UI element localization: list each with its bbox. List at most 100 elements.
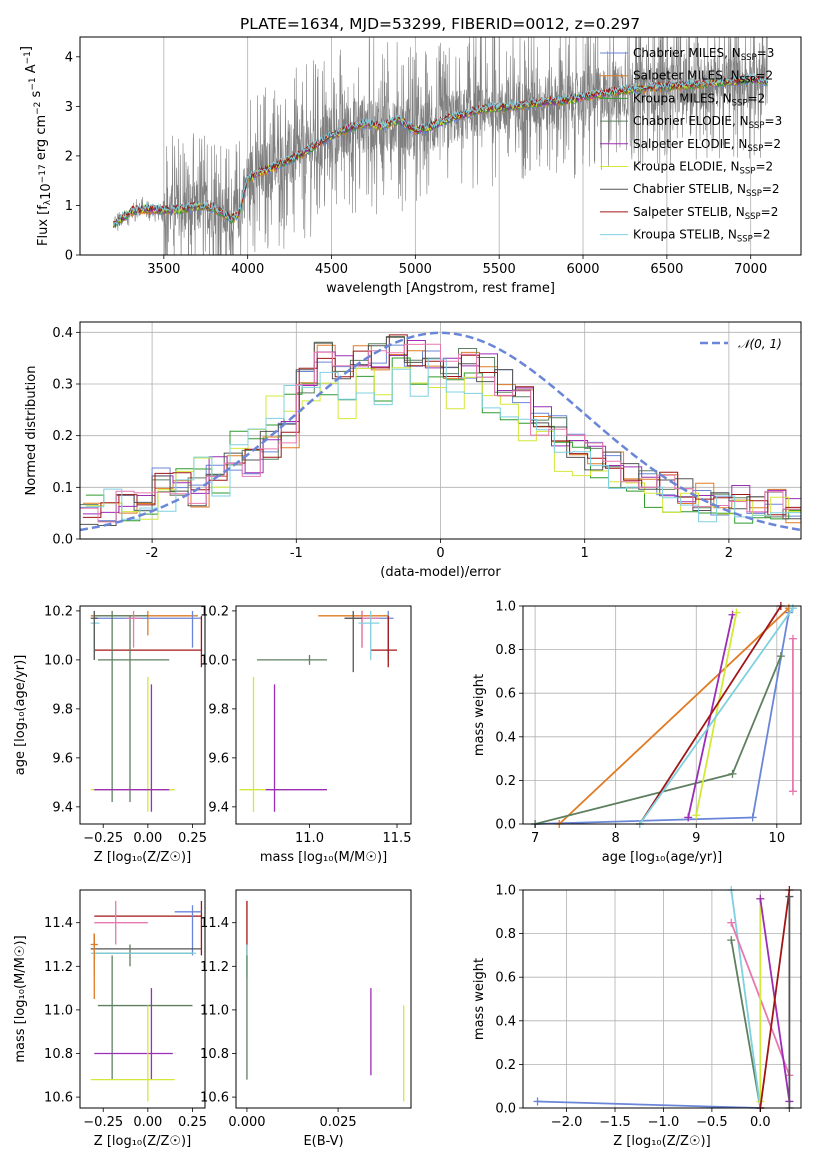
legend-entry: Salpeter STELIB, NSSP=2 — [633, 205, 778, 222]
weight-marker — [533, 1097, 542, 1106]
x-tick-label: −0.5 — [696, 1115, 728, 1130]
y-axis-label: Normed distribution — [24, 366, 39, 496]
y-tick-label: 0.2 — [52, 429, 73, 444]
x-axis-label: Z [log₁₀(Z/Z☉)] — [94, 1134, 191, 1149]
errorbar-9 — [94, 988, 173, 1080]
x-axis-label: E(B-V) — [303, 1134, 343, 1149]
x-tick-label: -2 — [146, 546, 159, 561]
x-tick-label: 0.000 — [228, 1115, 265, 1130]
legend-sub: SSP — [741, 53, 757, 63]
legend-sub: SSP — [740, 167, 756, 177]
x-tick-label: 11.0 — [295, 831, 324, 846]
legend-sub: SSP — [747, 144, 763, 154]
errorbar-6 — [126, 610, 141, 648]
errorbar-7 — [90, 933, 98, 999]
y-axis-label: age [log₁₀(age/yr)] — [13, 655, 28, 776]
x-tick-label: −0.25 — [83, 831, 123, 846]
legend-sub: SSP — [749, 121, 765, 131]
weight-marker — [776, 652, 785, 661]
y-tick-label: 9.8 — [208, 702, 229, 717]
y-tick-label: 0.4 — [52, 326, 73, 341]
legend-entry: Kroupa ELODIE, NSSP=2 — [633, 160, 773, 177]
y-tick-label: 1 — [65, 199, 73, 214]
y-label-part: erg cm — [34, 115, 49, 164]
legend-sub: SSP — [737, 235, 753, 245]
x-tick-label: 4500 — [315, 262, 348, 277]
weight-line-7 — [759, 889, 791, 1109]
x-axis-label: wavelength [Angstrom, rest frame] — [326, 281, 555, 296]
y-tick-label: 0.0 — [52, 533, 73, 548]
errorbar-4 — [257, 654, 327, 665]
legend-sub: SSP — [745, 212, 761, 222]
legend-entry: Salpeter MILES, NSSP=2 — [633, 69, 773, 86]
legend-text: Chabrier ELODIE, N — [633, 114, 749, 128]
weight-marker — [692, 811, 701, 820]
y-tick-label: 2 — [65, 149, 73, 164]
histogram-step-3 — [85, 357, 801, 524]
weight-marker — [788, 787, 797, 796]
histogram-step-2 — [82, 344, 801, 524]
y-tick-label: 1.0 — [495, 600, 516, 615]
y-tick-label: 10.8 — [200, 1047, 229, 1062]
y-tick-label: 0.4 — [495, 1014, 516, 1029]
panel-mass-vs-Z: −0.25 0.00 0.25 10.6 10.8 11.0 11.2 11.4 Z [log₁… — [13, 889, 207, 1149]
y-tick-label: 9.4 — [52, 800, 73, 815]
y-label-part: A — [24, 64, 39, 77]
errorbar-2 — [174, 905, 202, 956]
errorbar-3 — [370, 615, 397, 668]
model-line-5 — [113, 75, 768, 227]
histogram-step-10 — [80, 343, 801, 523]
legend-tail: =2 — [763, 137, 781, 151]
y-axis-label: mass weight — [472, 958, 487, 1040]
legend-tail: =2 — [748, 91, 766, 105]
legend-text: Chabrier STELIB, N — [633, 182, 746, 196]
legend-entry: Chabrier MILES, NSSP=3 — [633, 46, 774, 63]
weight-line-6 — [639, 605, 782, 825]
y-tick-label: 0 — [65, 249, 73, 264]
errorbar-8 — [90, 677, 175, 812]
x-tick-label: 6500 — [650, 262, 683, 277]
x-tick-label: −1.5 — [599, 1115, 631, 1130]
x-tick-label: 5500 — [483, 262, 516, 277]
panel-age-vs-Z: −0.25 0.00 0.25 9.4 9.6 9.8 10.0 10.2 Z [log₁₀(Z… — [13, 604, 207, 865]
panel-age-vs-mass: 11.0 11.5 9.4 9.6 9.8 10.0 10.2 mass [log₁₀(M/M… — [200, 604, 412, 865]
x-tick-label: 0.25 — [178, 831, 207, 846]
errorbar-7 — [239, 677, 292, 812]
errorbar-4 — [97, 615, 170, 802]
y-label-part: −2 — [33, 102, 43, 115]
y-label-part: −1 — [23, 51, 33, 64]
y-tick-label: 1.0 — [495, 884, 516, 899]
y-tick-label: 11.4 — [44, 916, 73, 931]
y-axis-label: Flux [fλ10−17 erg cm−2 s−1 A−1] — [19, 46, 54, 246]
weight-marker — [727, 918, 736, 927]
x-axis-label: (data-model)/error — [380, 565, 501, 580]
legend-text: Salpeter MILES, N — [633, 69, 740, 83]
x-tick-label: 4000 — [231, 262, 264, 277]
y-tick-label: 0.8 — [495, 643, 516, 658]
y-tick-label: 10.0 — [200, 653, 229, 668]
weight-line-3 — [730, 889, 762, 1109]
y-tick-label: 11.2 — [200, 960, 229, 975]
weight-line-1 — [537, 1100, 761, 1109]
x-tick-label: 0.00 — [133, 1115, 162, 1130]
y-tick-label: 9.4 — [208, 800, 229, 815]
errorbar-1 — [90, 610, 198, 636]
errorbar-10 — [90, 1005, 175, 1102]
x-tick-label: −1.0 — [648, 1115, 680, 1130]
y-tick-label: 0.0 — [495, 818, 516, 833]
normal-curve — [80, 331, 801, 532]
x-tick-label: 0 — [436, 546, 444, 561]
y-tick-label: 10.8 — [44, 1047, 73, 1062]
legend-tail: =3 — [757, 46, 775, 60]
legend-tail: =2 — [755, 160, 773, 174]
y-tick-label: 10.0 — [44, 653, 73, 668]
legend-entry: Kroupa MILES, NSSP=2 — [633, 91, 765, 108]
x-tick-label: 8 — [612, 831, 620, 846]
y-tick-label: 11.4 — [200, 916, 229, 931]
weight-marker — [748, 813, 757, 822]
weight-marker — [684, 813, 693, 822]
x-tick-label: 2 — [725, 546, 733, 561]
x-tick-label: 0.0 — [750, 1115, 771, 1130]
y-tick-label: 10.6 — [200, 1091, 229, 1106]
weight-marker — [727, 936, 736, 945]
